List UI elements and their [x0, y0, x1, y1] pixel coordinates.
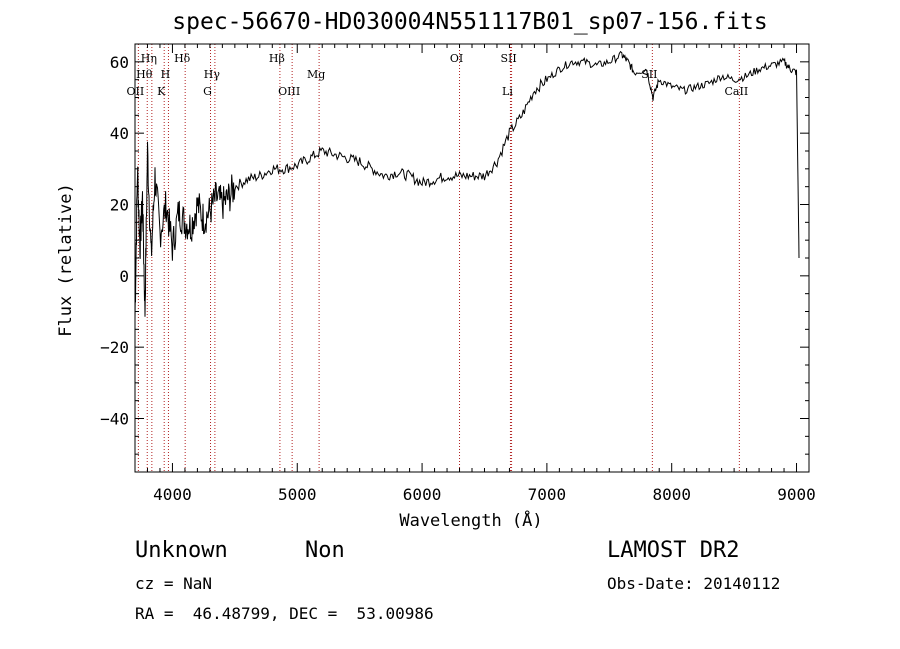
feature-label-14: SII — [641, 68, 657, 81]
feature-label-2: Hη — [141, 52, 157, 65]
plot-frame — [134, 43, 810, 473]
x-tick-label-4000: 4000 — [153, 485, 192, 504]
y-tick-label-20: 20 — [110, 196, 129, 215]
subclass-label: Non — [305, 538, 345, 563]
feature-label-9: OIII — [278, 85, 300, 98]
feature-label-3: K — [157, 85, 166, 98]
class-label: Unknown — [135, 538, 228, 563]
x-axis-label: Wavelength (Å) — [399, 511, 543, 531]
feature-label-8: Hβ — [269, 52, 285, 65]
feature-label-10: Mg — [307, 68, 325, 81]
x-tick-label-5000: 5000 — [278, 485, 317, 504]
feature-label-6: G — [203, 85, 212, 98]
feature-label-15: CaII — [725, 85, 749, 98]
redshift-text: cz = NaN — [135, 574, 213, 593]
feature-label-5: Hδ — [174, 52, 191, 65]
y-tick-label-40: 40 — [110, 124, 129, 143]
y-tick-label-60: 60 — [110, 53, 129, 72]
feature-label-1: Hθ — [136, 68, 153, 81]
y-tick-label--20: −20 — [100, 338, 129, 357]
spectrum-line — [134, 50, 800, 320]
x-tick-label-7000: 7000 — [528, 485, 567, 504]
y-tick-label-0: 0 — [119, 267, 129, 286]
feature-label-4: H — [161, 68, 171, 81]
feature-label-13: Li — [502, 85, 513, 98]
x-tick-label-9000: 9000 — [777, 485, 816, 504]
x-tick-label-6000: 6000 — [403, 485, 442, 504]
coordinates-text: RA = 46.48799, DEC = 53.00986 — [135, 604, 434, 623]
x-tick-label-8000: 8000 — [652, 485, 691, 504]
chart-title: spec-56670-HD030004N551117B01_sp07-156.f… — [172, 9, 768, 35]
feature-label-12: SII — [500, 52, 516, 65]
y-axis-label: Flux (relative) — [56, 183, 76, 337]
survey-label: LAMOST DR2 — [607, 538, 740, 563]
y-tick-label--40: −40 — [100, 410, 129, 429]
feature-label-11: OI — [450, 52, 463, 65]
obs-date-text: Obs-Date: 20140112 — [607, 574, 781, 593]
feature-label-7: Hγ — [204, 68, 221, 81]
